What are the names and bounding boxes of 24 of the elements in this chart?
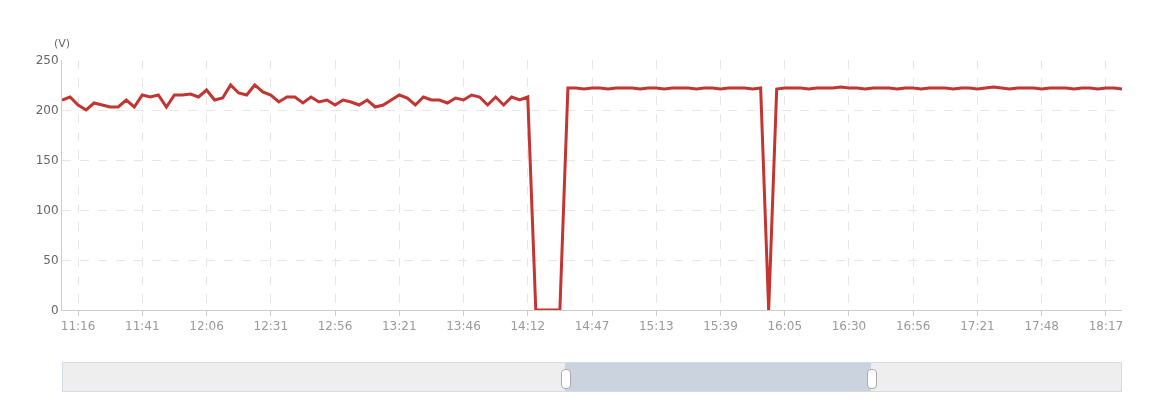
y-tick-label: 0 xyxy=(50,303,59,318)
x-tick-label: 14:47 xyxy=(574,319,610,334)
x-tick-label: 15:39 xyxy=(703,319,738,334)
y-tick-label: 150 xyxy=(35,153,59,168)
x-tick-label: 12:56 xyxy=(317,319,353,334)
x-tick-label: 11:41 xyxy=(125,319,160,334)
y-axis-title: (V) xyxy=(54,37,71,50)
x-tick-label: 16:56 xyxy=(895,319,931,334)
x-tick-label: 18:17 xyxy=(1088,319,1124,334)
x-tick-label: 15:13 xyxy=(638,319,674,334)
x-tick-label: 11:16 xyxy=(60,319,96,334)
x-tick-label: 13:21 xyxy=(381,319,417,334)
y-tick-label: 250 xyxy=(35,53,59,68)
y-tick-label: 200 xyxy=(35,103,59,118)
x-tick-label: 12:31 xyxy=(253,319,289,334)
x-tick-label: 17:48 xyxy=(1024,319,1059,334)
x-tick-label: 16:05 xyxy=(767,319,803,334)
y-tick-label: 50 xyxy=(43,253,59,268)
x-tick-label: 14:12 xyxy=(510,319,546,334)
x-tick-label: 16:30 xyxy=(831,319,867,334)
x-tick-label: 13:46 xyxy=(446,319,481,334)
x-tick-label: 17:21 xyxy=(960,319,995,334)
x-tick-label: 12:06 xyxy=(189,319,224,334)
y-tick-label: 100 xyxy=(35,203,59,218)
